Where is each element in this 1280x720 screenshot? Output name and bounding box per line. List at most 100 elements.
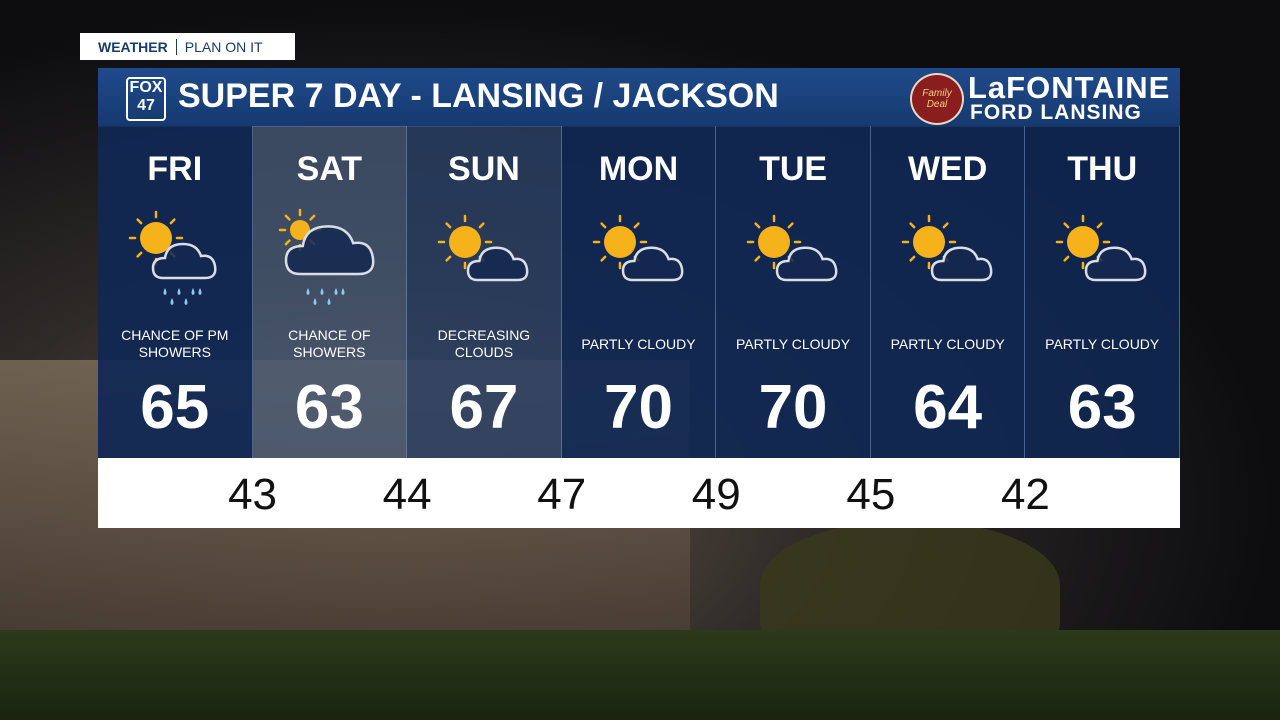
background-ground (0, 630, 1280, 720)
weather-icon (592, 214, 684, 282)
day-name: TUE (759, 150, 828, 188)
cloud (776, 246, 838, 282)
sun-ray (754, 255, 761, 262)
sun-ray (136, 251, 143, 258)
sun-ray (942, 222, 949, 229)
sun-ray (284, 239, 291, 246)
sun-ray (600, 255, 607, 262)
weather-icon (437, 214, 529, 282)
condition-text: CHANCE OF SHOWERS (288, 327, 371, 360)
sponsor-bottom: FORD LANSING (970, 101, 1142, 124)
condition-text: DECREASING CLOUDS (437, 327, 531, 360)
raindrop (313, 298, 317, 305)
title: SUPER 7 DAY - LANSING / JACKSON (178, 77, 779, 115)
low-temp: 47 (537, 470, 587, 519)
raindrop (306, 288, 310, 295)
sun-ray (169, 218, 176, 225)
sun (758, 226, 791, 258)
raindrop (184, 298, 188, 305)
raindrop (327, 298, 331, 305)
raindrop (334, 288, 338, 295)
weather-icon (1056, 214, 1147, 282)
forecast-panel: FOX 47 SUPER 7 DAY - LANSING / JACKSON Fa… (98, 68, 1180, 528)
sun-ray (909, 222, 916, 229)
sun-ray (600, 222, 607, 229)
raindrop (191, 288, 195, 295)
raindrop (198, 288, 202, 295)
day-column: SAT CHANCE OF SHOWERS 63 (252, 126, 408, 458)
raindrop (320, 288, 324, 295)
sun-ray (787, 222, 794, 229)
sun-ray (754, 222, 761, 229)
condition: PARTLY CLOUDY (720, 326, 866, 362)
condition: DECREASING CLOUDS (411, 326, 557, 362)
weather-icon (901, 214, 993, 282)
condition-text: PARTLY CLOUDY (1045, 335, 1160, 352)
condition-text: PARTLY CLOUDY (890, 335, 1005, 352)
sun-ray (1063, 222, 1070, 229)
low-temp: 43 (228, 470, 278, 519)
cloud (151, 242, 217, 280)
condition: CHANCE OF SHOWERS (257, 326, 403, 362)
cloud (284, 225, 375, 276)
sun (140, 222, 172, 254)
sponsor-top: LaFONTAINE (968, 70, 1171, 105)
high-temp: 63 (294, 373, 364, 442)
day-name: WED (907, 150, 988, 188)
weather-icon (747, 214, 838, 282)
day-name: FRI (147, 150, 203, 188)
raindrop (170, 298, 174, 305)
low-bar: 43 44 47 49 45 42 (98, 458, 1180, 528)
sun (912, 226, 945, 258)
condition-text: PARTLY CLOUDY (736, 335, 851, 352)
weather-icon (128, 210, 217, 305)
day-column: MON PARTLY CLOUDY 70 (561, 126, 717, 458)
day-column: SUN DECREASING CLOUDS 67 (407, 126, 562, 458)
day-column: THU PARTLY CLOUDY 63 (1025, 126, 1180, 458)
sun-ray (308, 214, 315, 221)
tag-left: WEATHER (80, 38, 177, 55)
condition-text: PARTLY CLOUDY (581, 335, 696, 352)
cloud (621, 246, 684, 282)
logo: FOX 47 (126, 77, 166, 121)
sun-ray (1063, 255, 1070, 262)
low-temp: 42 (1000, 470, 1050, 519)
condition: PARTLY CLOUDY (566, 326, 712, 362)
logo-top: FOX (129, 79, 163, 96)
background-tree (760, 520, 1060, 650)
sun-ray (478, 222, 485, 229)
raindrop (341, 288, 345, 295)
condition: CHANCE OF PM SHOWERS (102, 326, 248, 362)
sun-ray (445, 255, 452, 262)
raindrop (177, 288, 181, 295)
day-name: THU (1067, 150, 1138, 188)
day-name: MON (598, 150, 679, 188)
sun-ray (445, 222, 452, 229)
sun-ray (136, 218, 143, 225)
high-temp: 70 (758, 373, 828, 442)
condition: PARTLY CLOUDY (875, 326, 1021, 362)
high-temp: 65 (140, 373, 210, 442)
tag-right: PLAN ON IT (184, 38, 263, 55)
sun-ray (633, 222, 640, 229)
tag: WEATHER PLAN ON IT (80, 33, 295, 60)
sun-ray (909, 255, 916, 262)
high-temp: 63 (1067, 373, 1137, 442)
condition: PARTLY CLOUDY (1029, 326, 1175, 362)
low-temp: 44 (382, 470, 432, 519)
sun (449, 226, 482, 258)
cloud (1085, 246, 1147, 282)
sun (603, 226, 636, 258)
low-temp: 49 (691, 470, 741, 519)
day-column: TUE PARTLY CLOUDY 70 (716, 126, 871, 458)
cloud (466, 246, 529, 282)
sun (1067, 226, 1100, 258)
condition-text: CHANCE OF PM SHOWERS (121, 327, 229, 360)
day-column: WED PARTLY CLOUDY 64 (870, 126, 1026, 458)
sun (289, 220, 310, 240)
sun-ray (284, 214, 291, 221)
cloud (930, 246, 993, 282)
high-temp: 67 (449, 373, 519, 442)
high-temp: 64 (913, 373, 983, 442)
